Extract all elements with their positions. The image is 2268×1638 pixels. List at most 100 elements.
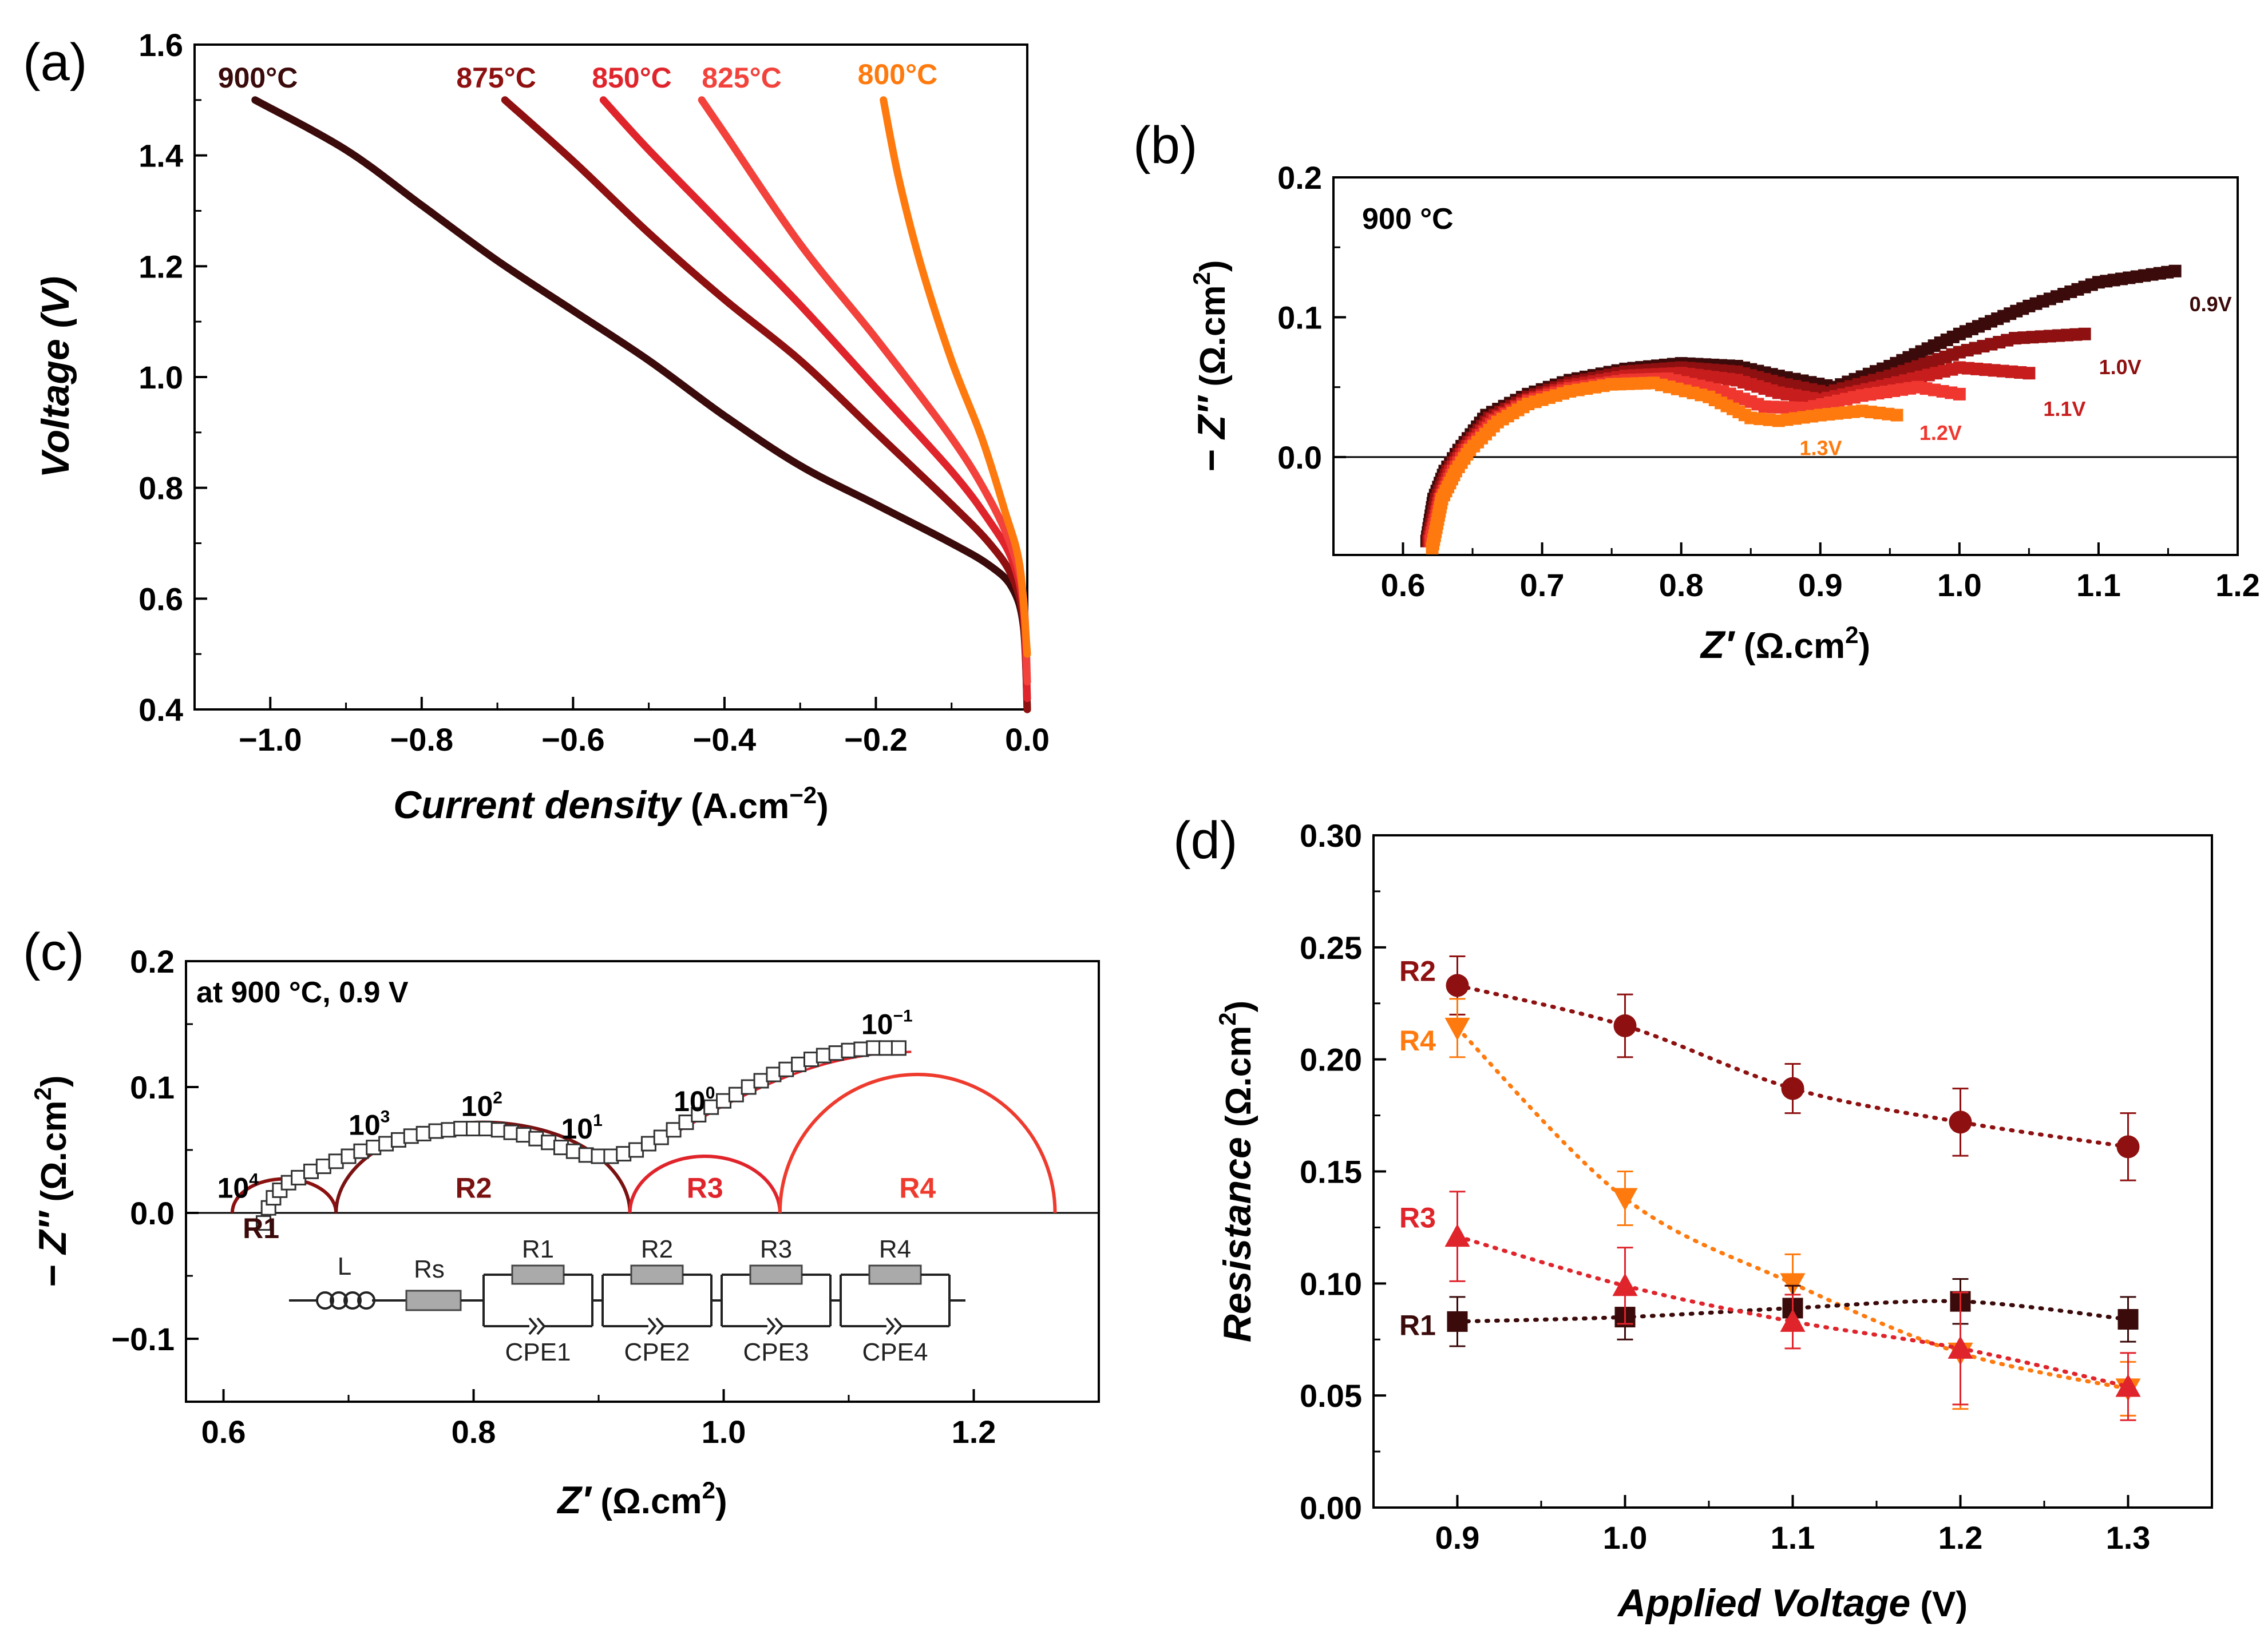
circuit-series-resistor-label: Rs — [414, 1255, 445, 1283]
panel-d-marker-R3 — [1444, 1224, 1470, 1247]
panel-d-trend-R3 — [1455, 1234, 2130, 1389]
circuit-inductor-coil — [343, 1291, 362, 1310]
panel-c-x-axis-title-unit: (Ω.cm — [591, 1482, 702, 1521]
panel-c-measured-point — [678, 1115, 694, 1131]
circuit-series-resistor — [405, 1290, 462, 1311]
panel-a-series-label: 875°C — [456, 62, 536, 94]
panel-a-y-tick-label: 1.2 — [138, 248, 183, 284]
circuit-resistor — [868, 1264, 922, 1285]
panel-b-annotation: 900 °C — [1362, 203, 1454, 236]
panel-c-y-tick-label: 0.1 — [130, 1069, 175, 1105]
panel-d-marker-R2 — [1781, 1077, 1804, 1100]
panel-a-series-label: 800°C — [858, 58, 938, 90]
panel-c-y-axis-title: − Z″ (Ω.cm2) — [29, 1075, 74, 1287]
panel-c-fit-arc-R3 — [628, 1155, 782, 1213]
panel-c-frequency-base: 10 — [861, 1009, 893, 1041]
panel-c-measured-point — [890, 1040, 907, 1056]
panel-d-marker-R3 — [1948, 1335, 1973, 1359]
panel-d-x-tick-label: 1.2 — [1938, 1520, 1983, 1556]
panel-c-measured-point — [541, 1135, 557, 1151]
panel-b-y-tick-label: 0.2 — [1277, 160, 1322, 196]
panel-c-frequency-base: 10 — [349, 1109, 381, 1141]
panel-c-frequency-label: 100 — [674, 1084, 715, 1117]
circuit-cpe-label: CPE4 — [862, 1338, 928, 1366]
panel-b-series-label: 1.2V — [1919, 421, 1962, 445]
panel-d-x-axis-title: Applied Voltage (V) — [1617, 1581, 1968, 1625]
panel-d-trend-R1 — [1455, 1299, 2130, 1324]
panel-c-measured-point — [315, 1159, 331, 1175]
panel-d-series-label: R2 — [1399, 955, 1436, 987]
panel-b-x-tick-label: 0.8 — [1659, 567, 1704, 603]
panel-d-x-tick-label: 1.1 — [1771, 1520, 1815, 1556]
circuit-cpe-label: CPE1 — [505, 1338, 571, 1366]
panel-a-x-tick-label: −0.4 — [693, 721, 757, 757]
panel-d-y-axis-title: Resistance (Ω.cm2) — [1214, 1001, 1259, 1343]
panel-b-series-label: 1.0V — [2099, 355, 2142, 379]
panel-d-marker-R2 — [1949, 1110, 1972, 1134]
panel-c-frequency-exp: 1 — [593, 1111, 603, 1130]
panel-c-measured-point — [691, 1106, 707, 1123]
panel-b-x-axis-title: Z′ (Ω.cm2) — [1700, 621, 1870, 667]
panel-c-y-tick-label: 0.2 — [130, 943, 175, 979]
panel-d-series-label: R1 — [1399, 1309, 1436, 1341]
panel-c-y-axis-title-close: ) — [34, 1075, 74, 1087]
panel-b-series-label: 1.3V — [1799, 437, 1842, 460]
panel-b-y-tick-label: 0.0 — [1277, 439, 1322, 475]
panel-a-x-axis-title-main: Current density — [393, 783, 683, 827]
panel-b-x-axis-title-unit: (Ω.cm — [1734, 626, 1845, 666]
panel-d-y-tick-label: 0.20 — [1300, 1042, 1362, 1078]
panel-a-y-tick-label: 1.4 — [138, 138, 183, 174]
panel-c-arc-label: R2 — [456, 1172, 492, 1204]
panel-d-marker-R2 — [2116, 1135, 2140, 1159]
panel-b-y-axis-title-unit: (Ω.cm — [1193, 285, 1233, 396]
panel-c-x-axis-title-main: Z′ — [556, 1478, 592, 1522]
panel-b-x-tick-label: 1.1 — [2076, 567, 2121, 603]
panel-d-x-axis-title-main: Applied Voltage — [1617, 1581, 1910, 1625]
panel-c-x-tick-label: 0.8 — [452, 1414, 496, 1450]
circuit-cpe-label: CPE3 — [743, 1338, 809, 1366]
panel-d-letter: (d) — [1173, 811, 1237, 870]
panel-d-marker-R3 — [2115, 1374, 2141, 1397]
panel-d-y-tick-label: 0.05 — [1300, 1378, 1362, 1414]
panel-c-measured-point — [816, 1048, 832, 1064]
panel-d-marker-R3 — [1780, 1308, 1806, 1332]
panel-c-y-axis-title-sup: 2 — [29, 1087, 56, 1100]
panel-a-y-tick-label: 1.0 — [138, 359, 183, 395]
panel-c-frequency-exp: −1 — [893, 1007, 912, 1026]
circuit-inductor-label: L — [338, 1252, 351, 1280]
panel-a-x-axis-title-unit: (A.cm — [681, 787, 789, 826]
panel-c-measured-point — [591, 1148, 607, 1164]
panel-a-y-tick-label: 0.6 — [138, 581, 183, 617]
circuit-resistor — [630, 1264, 684, 1285]
circuit-resistor — [749, 1264, 803, 1285]
panel-c-measured-point — [553, 1140, 569, 1156]
panel-b-plot-frame — [1332, 176, 2239, 556]
panel-c-frequency-exp: 0 — [706, 1084, 715, 1102]
panel-c-x-axis-title: Z′ (Ω.cm2) — [556, 1477, 727, 1522]
panel-d-series-label: R4 — [1399, 1025, 1436, 1057]
panel-c-annotation: at 900 °C, 0.9 V — [196, 976, 409, 1009]
circuit-resistor-label: R2 — [641, 1235, 673, 1263]
panel-c-frequency-exp: 3 — [381, 1108, 390, 1127]
panel-c-measured-point — [766, 1066, 782, 1082]
panel-b-x-axis-title-sup: 2 — [1845, 621, 1858, 648]
panel-d-marker-R4 — [1780, 1273, 1806, 1296]
panel-c-measured-point — [466, 1121, 482, 1137]
circuit-resistor — [511, 1264, 565, 1285]
panel-c-arc-label: R3 — [687, 1172, 723, 1204]
panel-b-x-tick-label: 0.7 — [1520, 567, 1565, 603]
panel-b-y-axis-title-close: ) — [1193, 260, 1233, 272]
panel-d-x-tick-label: 1.3 — [2106, 1520, 2151, 1556]
panel-b-point — [1953, 387, 1966, 400]
panel-c-measured-point — [390, 1132, 406, 1148]
panel-d-y-tick-label: 0.30 — [1300, 818, 1362, 854]
panel-d-x-axis-title-unit: (V) — [1910, 1585, 1968, 1624]
panel-d-marker-R2 — [1446, 974, 1469, 997]
circuit-inductor-coil — [330, 1291, 348, 1310]
panel-a-y-tick-label: 0.8 — [138, 470, 183, 506]
panel-d-series-label: R3 — [1399, 1201, 1436, 1234]
panel-d-y-tick-label: 0.00 — [1300, 1490, 1362, 1526]
panel-d-y-tick-label: 0.25 — [1300, 930, 1362, 966]
